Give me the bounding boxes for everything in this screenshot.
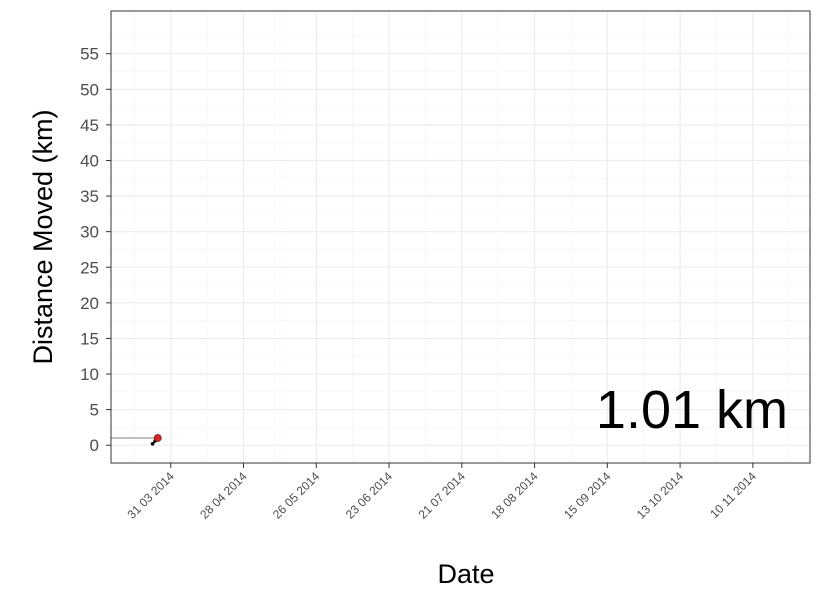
x-tick-label: 28 04 2014 [197,469,250,522]
y-tick-label: 15 [80,329,99,348]
x-tick-label: 21 07 2014 [416,469,469,522]
distance-annotation: 1.01 km [596,380,788,440]
x-tick-label: 18 08 2014 [488,469,541,522]
y-axis-ticks: 0 5 10 15 20 25 30 35 40 45 50 55 [80,45,111,455]
y-tick-label: 0 [90,436,99,455]
current-point [153,434,162,442]
x-tick-label: 26 05 2014 [270,469,323,522]
y-tick-label: 20 [80,294,99,313]
major-gridlines [111,11,810,463]
panel-border [110,10,811,464]
y-tick-label: 10 [80,365,99,384]
minor-gridlines [111,11,810,463]
y-tick-label: 50 [80,80,99,99]
y-axis-title: Distance Moved (km) [28,109,58,364]
x-tick-label: 23 06 2014 [343,469,396,522]
x-axis-ticks: 31 03 2014 28 04 2014 26 05 2014 23 06 2014… [125,463,759,522]
x-tick-label: 13 10 2014 [634,469,687,522]
y-tick-label: 25 [80,258,99,277]
x-axis-title: Date [437,559,494,589]
x-tick-label: 15 09 2014 [561,469,614,522]
y-tick-label: 35 [80,187,99,206]
y-tick-label: 45 [80,116,99,135]
series-point [150,441,155,446]
data-series [150,434,162,446]
y-tick-label: 30 [80,223,99,242]
x-tick-label: 10 11 2014 [707,469,759,521]
y-tick-label: 40 [80,151,99,170]
y-tick-label: 5 [90,401,99,420]
x-tick-label: 31 03 2014 [125,469,178,522]
y-tick-label: 55 [80,45,99,64]
